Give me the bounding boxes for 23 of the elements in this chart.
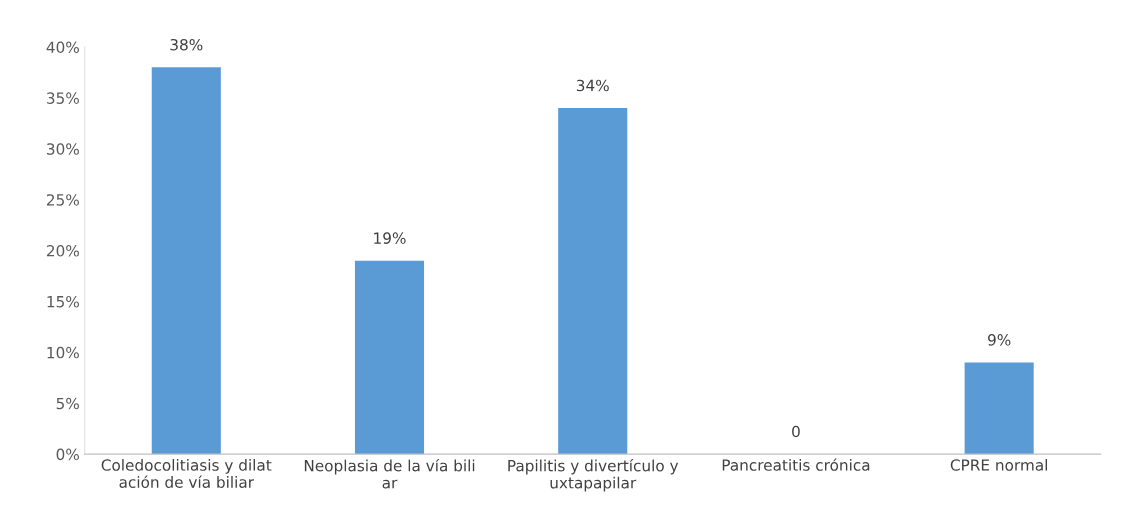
bar	[558, 108, 628, 455]
y-tick-label: 30%	[47, 143, 79, 155]
data-label: 34%	[576, 79, 609, 92]
data-label: 9%	[988, 334, 1011, 346]
bar	[354, 260, 425, 455]
bar	[964, 362, 1034, 455]
x-tick-label: Papilitis y divertículo y uxtapapilar	[508, 459, 679, 492]
x-tick-label: Neoplasia de la vía bili ar	[304, 459, 475, 489]
y-tick-label: 10%	[47, 346, 79, 359]
x-tick-label: CPRE normal	[950, 459, 1047, 471]
data-label: 0	[792, 425, 800, 438]
y-tick-label: 5%	[56, 397, 79, 410]
y-tick-label: 25%	[46, 194, 79, 206]
y-tick-label: 0%	[56, 448, 79, 461]
y-tick-label: 15%	[47, 295, 79, 308]
y-tick-label: 20%	[46, 245, 79, 257]
data-label: 19%	[374, 232, 406, 244]
bar	[151, 67, 221, 455]
y-tick-label: 35%	[47, 92, 79, 104]
y-tick-label: 40%	[46, 41, 79, 53]
x-tick-label: Coledocolitiasis y dilat ación de vía biliar	[101, 459, 272, 488]
data-label: 38%	[170, 38, 203, 51]
x-tick-label: Pancreatitis crónica	[722, 458, 870, 471]
